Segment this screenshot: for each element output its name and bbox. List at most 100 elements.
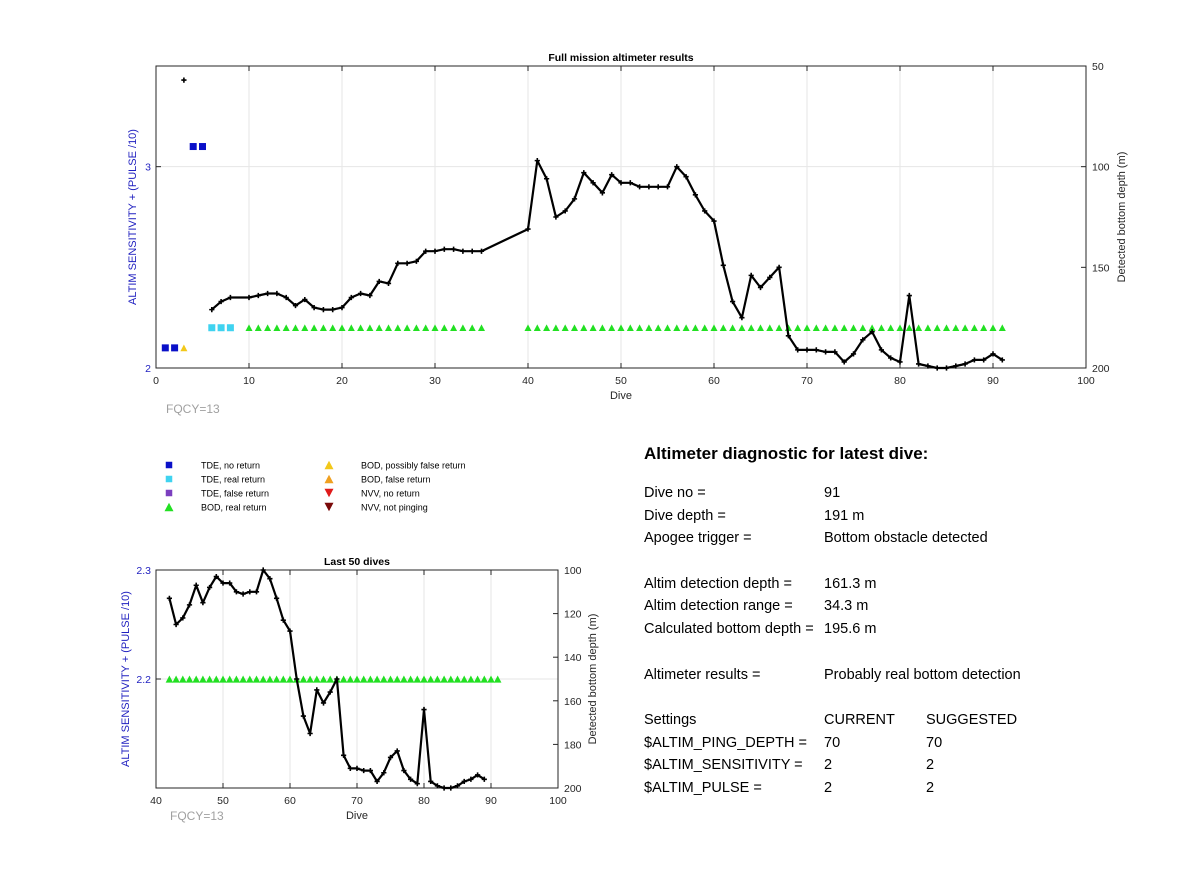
depth-point [423, 248, 429, 254]
legend-marker [324, 474, 334, 484]
marker-point [279, 675, 288, 683]
legend-label: TDE, real return [201, 475, 265, 485]
marker-point [393, 675, 401, 683]
depth-point [220, 580, 226, 586]
marker-point [329, 324, 337, 332]
depth-point [413, 258, 419, 264]
x-tick-label: 90 [485, 795, 497, 807]
depth-point [637, 184, 643, 190]
marker-point [306, 675, 314, 683]
depth-point [925, 363, 931, 369]
x-tick-label: 80 [894, 375, 906, 387]
altim-det-range-label: Altim detection range = [644, 598, 793, 615]
depth-point [394, 748, 400, 754]
marker-point [400, 675, 408, 683]
marker-point [185, 675, 194, 683]
setting-row-sensitivity: $ALTIM_SENSITIVITY = 2 2 [644, 754, 1164, 777]
depth-point [395, 260, 401, 266]
marker-point [217, 324, 225, 332]
y2-tick-label: 200 [1092, 363, 1110, 375]
marker-point [493, 675, 502, 683]
marker-point [533, 324, 541, 332]
marker-point [645, 324, 653, 332]
marker-point [246, 675, 254, 683]
last-50-dives-chart: 40 50 60 70 80 90 100 2.2 2.3 100 120 140 160 180 200 L… [120, 556, 599, 823]
legend-label: BOD, real return [201, 503, 267, 513]
marker-point [180, 344, 188, 352]
depth-point [432, 248, 438, 254]
marker-point [738, 324, 746, 332]
marker-point [440, 324, 448, 332]
marker-point [273, 324, 281, 332]
x-tick-label: 30 [429, 375, 441, 387]
marker-point [473, 675, 482, 683]
marker-point [970, 324, 978, 332]
depth-point [401, 767, 407, 774]
marker-point [165, 675, 174, 683]
depth-point [274, 290, 280, 297]
marker-point [394, 324, 402, 332]
y2-tick-label: 160 [564, 696, 582, 708]
depth-point [376, 278, 382, 285]
full-mission-chart: 0 10 20 30 40 50 60 70 80 90 100 2 3 50 100 150 200 Full … [127, 52, 1128, 416]
depth-point [367, 292, 373, 299]
depth-point [246, 294, 252, 301]
marker-point [385, 324, 392, 332]
chart-title: Last 50 dives [324, 556, 390, 568]
depth-point [265, 290, 271, 297]
settings-header: Settings [644, 711, 697, 728]
marker-point [338, 324, 346, 332]
marker-point [877, 324, 885, 332]
marker-point [710, 324, 718, 332]
marker-point [357, 324, 365, 332]
legend-label: TDE, no return [201, 461, 260, 471]
marker-point [636, 324, 644, 332]
marker-point [812, 324, 820, 332]
x-tick-label: 70 [801, 375, 813, 387]
marker-point [943, 324, 950, 332]
depth-point [730, 298, 736, 305]
depth-point [468, 776, 474, 782]
y-tick-label: 2 [145, 363, 151, 375]
marker-point [980, 324, 988, 332]
depth-point [776, 264, 782, 270]
fqcy-annotation: FQCY=13 [170, 809, 224, 823]
x-tick-label: 20 [336, 375, 348, 387]
marker-point [199, 143, 206, 151]
depth-point [999, 357, 1005, 363]
marker-point [598, 324, 606, 332]
marker-point [729, 324, 737, 332]
depth-point [287, 628, 293, 634]
marker-point [359, 675, 368, 683]
diag-row-dive-no: Dive no = 91 [644, 482, 1164, 505]
depth-point [454, 783, 461, 789]
depth-point [311, 305, 317, 311]
legend-marker [165, 475, 173, 483]
depth-point [181, 77, 187, 83]
y2-tick-label: 100 [564, 565, 582, 577]
marker-point [171, 344, 179, 352]
depth-point [385, 280, 392, 287]
marker-point [961, 324, 969, 332]
marker-point [422, 324, 430, 332]
depth-point [469, 248, 475, 254]
marker-point [850, 324, 857, 332]
depth-point [674, 164, 680, 170]
legend-label: NVV, no return [361, 489, 420, 499]
marker-point [440, 675, 448, 683]
depth-point [553, 214, 559, 220]
depth-point [832, 349, 838, 355]
marker-point [380, 675, 388, 683]
depth-point [330, 307, 336, 313]
depth-point [571, 196, 578, 202]
marker-point [375, 324, 383, 332]
calc-bottom-label: Calculated bottom depth = [644, 621, 814, 638]
depth-point [274, 595, 280, 601]
marker-point [664, 324, 671, 332]
depth-point [478, 248, 485, 254]
depth-point [795, 347, 801, 353]
depth-point [358, 290, 364, 297]
depth-point [971, 357, 977, 363]
setting-suggested: 2 [926, 757, 935, 774]
depth-point [374, 778, 380, 785]
